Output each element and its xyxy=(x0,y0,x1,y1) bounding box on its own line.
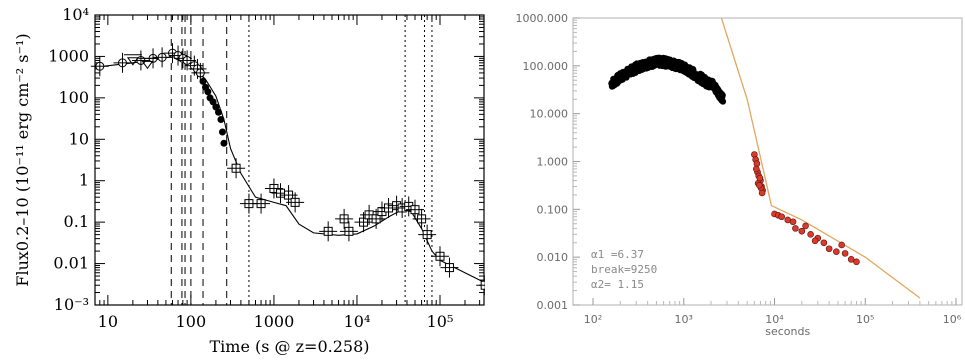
late-data-point xyxy=(838,241,845,249)
data-point xyxy=(217,116,225,124)
y-axis-label: Flux0.2–10 (10⁻¹¹ erg cm⁻² s⁻¹) xyxy=(13,33,32,286)
early-data-point xyxy=(719,92,726,99)
y-tick-label: 10 xyxy=(69,129,89,148)
data-point xyxy=(204,88,212,96)
left-light-curve-chart: 10⁻³ 0.01 0.1 1 10 100 1000 10⁴ 10 100 1000 10⁴ 10⁵ T… xyxy=(13,5,485,356)
late-data-point xyxy=(758,189,766,197)
data-point xyxy=(218,128,226,136)
y-tick-label: 0.001 xyxy=(537,299,569,312)
early-data-point xyxy=(719,98,727,105)
y-tick-label: 10⁻³ xyxy=(54,295,89,314)
late-data-point xyxy=(853,258,860,266)
x-tick-label: 10³ xyxy=(675,313,693,326)
x-tick-label: 10 xyxy=(98,312,118,331)
y-tick-label: 100.000 xyxy=(523,60,569,73)
upper-limit-arrow xyxy=(126,57,139,66)
y-tick-label: 0.100 xyxy=(537,203,569,216)
data-point xyxy=(215,108,223,116)
late-data-point xyxy=(752,165,760,173)
late-data-point xyxy=(811,237,819,245)
x-tick-label: 10⁴ xyxy=(765,313,784,326)
fit-annotation: α2= 1.15 xyxy=(591,278,644,291)
late-data-point xyxy=(847,256,855,263)
x-axis-label: Time (s @ z=0.258) xyxy=(209,337,369,356)
data-point xyxy=(220,139,228,147)
plot-frame xyxy=(572,17,963,306)
late-data-point xyxy=(807,231,814,238)
y-tick-label: 10.000 xyxy=(530,108,569,121)
x-tick-label: 10² xyxy=(584,313,602,326)
late-data-point xyxy=(833,248,840,256)
y-tick-label: 0.1 xyxy=(64,212,89,231)
y-tick-label: 1000 xyxy=(48,46,89,65)
x-tick-label: 10⁶ xyxy=(943,313,962,326)
fit-annotation: break=9250 xyxy=(591,263,657,276)
x-tick-label: 100 xyxy=(176,312,207,331)
x-tick-label: 10⁵ xyxy=(427,312,454,331)
late-data-point xyxy=(789,218,797,226)
upper-limit-arrow xyxy=(141,60,154,70)
y-tick-label: 1 xyxy=(79,171,89,190)
y-tick-label: 0.010 xyxy=(537,251,569,264)
model-curve xyxy=(94,55,485,284)
late-data-point xyxy=(820,239,828,247)
x-tick-label: 10⁵ xyxy=(856,313,874,326)
data-point xyxy=(212,103,220,111)
late-data-point xyxy=(756,181,763,189)
x-tick-label: 1000 xyxy=(254,312,295,331)
y-tick-label: 10⁴ xyxy=(62,5,89,24)
late-data-point xyxy=(841,250,849,257)
right-fit-chart: 0.001 0.010 0.100 1.000 10.000 100.000 1000.00… xyxy=(516,12,963,338)
late-data-point xyxy=(802,222,809,230)
y-tick-label: 1.000 xyxy=(537,156,569,169)
y-tick-label: 0.01 xyxy=(53,254,89,273)
data-point xyxy=(199,77,207,85)
x-tick-label: 10⁴ xyxy=(344,312,371,331)
y-tick-label: 100 xyxy=(58,88,89,107)
fit-annotation: α1 =6.37 xyxy=(591,248,644,261)
fit-curve xyxy=(720,18,921,299)
late-data-point xyxy=(792,225,799,232)
late-data-point xyxy=(778,213,785,221)
plot-frame xyxy=(94,14,485,306)
late-data-point xyxy=(798,227,806,235)
data-point xyxy=(209,98,217,106)
late-data-point xyxy=(825,245,833,253)
late-data-point xyxy=(756,174,764,182)
x-axis-label: seconds xyxy=(765,325,810,338)
y-tick-label: 1000.000 xyxy=(516,12,569,25)
